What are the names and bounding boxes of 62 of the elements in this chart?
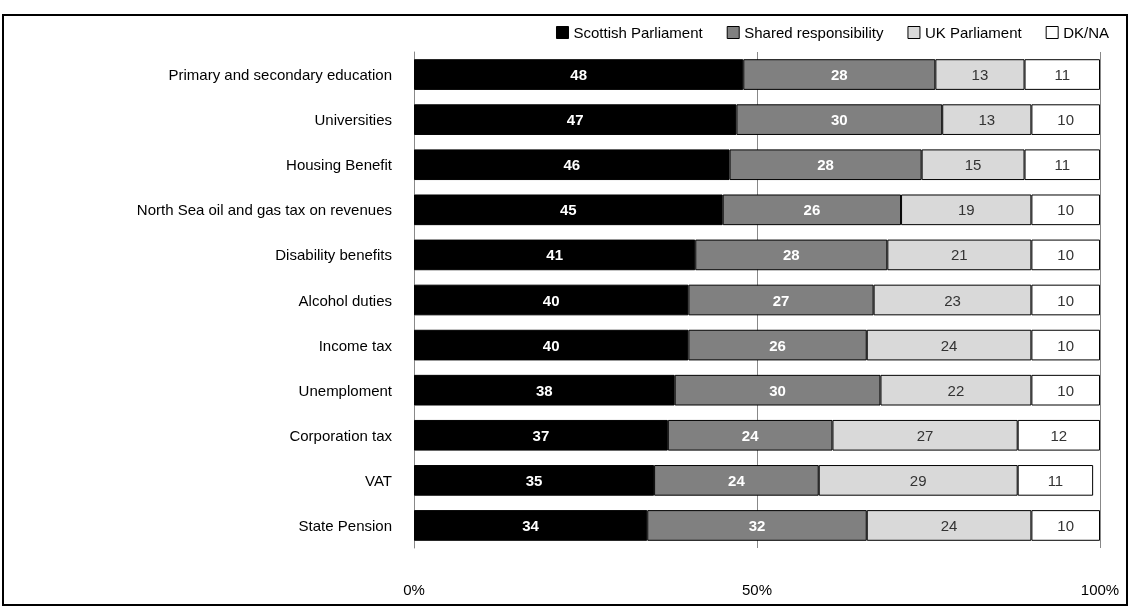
data-label: 34 [522, 516, 540, 534]
data-label: 24 [728, 471, 746, 489]
data-label: 11 [1047, 471, 1064, 489]
data-label: 11 [1054, 156, 1071, 174]
data-label: 10 [1057, 246, 1075, 264]
data-label: 13 [978, 111, 996, 129]
legend-label: Shared responsibility [744, 24, 884, 41]
data-label: 15 [964, 156, 982, 174]
data-label: 48 [570, 66, 587, 84]
y-tick-label: Corporation tax [289, 426, 393, 444]
data-label: 19 [957, 201, 975, 219]
legend-label: UK Parliament [924, 24, 1023, 41]
data-label: 47 [566, 111, 584, 129]
data-label: 37 [532, 426, 550, 444]
x-tick-label: 50% [741, 581, 773, 598]
data-label: 28 [782, 246, 800, 264]
data-label: 26 [769, 336, 786, 354]
data-label: 30 [830, 111, 848, 129]
data-label: 45 [560, 201, 577, 219]
data-label: 28 [830, 66, 848, 84]
data-label: 13 [971, 66, 989, 84]
y-tick-label: Universities [314, 111, 392, 129]
data-label: 12 [1050, 426, 1068, 444]
x-tick-label: 100% [1080, 581, 1120, 598]
data-label: 28 [817, 156, 834, 174]
legend-label: Scottish Parliament [573, 24, 704, 41]
data-label: 10 [1057, 201, 1075, 219]
data-label: 10 [1057, 336, 1075, 354]
data-label: 11 [1054, 66, 1071, 84]
data-label: 32 [748, 516, 766, 534]
data-label: 24 [741, 426, 760, 444]
y-tick-label: Income tax [318, 336, 393, 354]
data-label: 21 [951, 246, 968, 264]
data-label: 27 [772, 291, 790, 309]
data-label: 46 [563, 156, 581, 174]
data-label: 26 [803, 201, 821, 219]
data-label: 10 [1057, 111, 1075, 129]
legend-label: DK/NA [1063, 24, 1109, 41]
y-tick-label: Unemploment [298, 381, 393, 399]
data-label: 27 [916, 426, 934, 444]
y-tick-label: Primary and secondary education [168, 66, 392, 84]
data-label: 22 [947, 381, 965, 399]
data-label: 35 [525, 471, 543, 489]
data-label: 38 [536, 381, 553, 399]
data-label: 41 [546, 246, 563, 264]
data-label: 24 [940, 516, 958, 534]
data-label: 24 [940, 336, 958, 354]
y-tick-label: North Sea oil and gas tax on revenues [136, 201, 392, 219]
data-label: 40 [542, 336, 560, 354]
data-label: 10 [1057, 291, 1075, 309]
data-label: 30 [769, 381, 786, 399]
x-tick-label: 0% [403, 581, 425, 598]
y-tick-label: Disability benefits [275, 246, 392, 264]
y-tick-label: State Pension [298, 516, 392, 534]
data-label: 10 [1057, 516, 1075, 534]
data-label: 40 [542, 291, 560, 309]
y-tick-label: VAT [365, 471, 392, 489]
data-label: 10 [1057, 381, 1075, 399]
data-label: 23 [944, 291, 961, 309]
y-tick-label: Housing Benefit [286, 156, 393, 174]
y-tick-label: Alcohol duties [298, 291, 392, 309]
data-label: 29 [909, 471, 927, 489]
